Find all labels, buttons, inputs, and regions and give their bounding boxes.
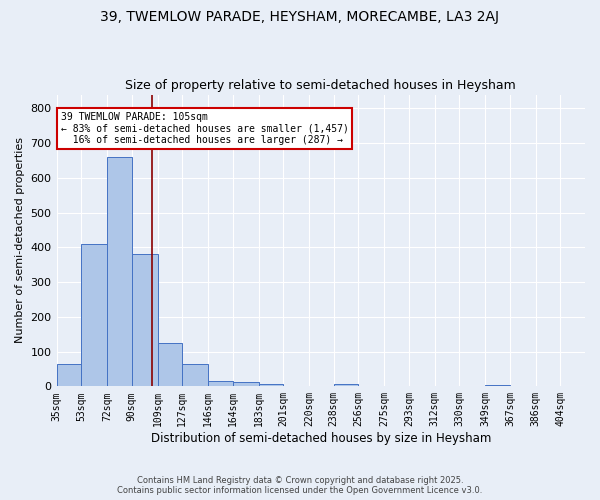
Bar [56, 364, 81, 386]
Text: 39 TWEMLOW PARADE: 105sqm
← 83% of semi-detached houses are smaller (1,457)
  16: 39 TWEMLOW PARADE: 105sqm ← 83% of semi-… [61, 112, 349, 145]
Bar [81, 244, 107, 386]
Bar [131, 254, 158, 386]
Bar [233, 382, 259, 386]
Bar [334, 384, 358, 386]
Title: Size of property relative to semi-detached houses in Heysham: Size of property relative to semi-detach… [125, 79, 516, 92]
Bar [182, 364, 208, 386]
X-axis label: Distribution of semi-detached houses by size in Heysham: Distribution of semi-detached houses by … [151, 432, 491, 445]
Bar [107, 157, 131, 386]
Bar [208, 381, 233, 386]
Bar [485, 384, 510, 386]
Bar [158, 343, 182, 386]
Text: Contains HM Land Registry data © Crown copyright and database right 2025.
Contai: Contains HM Land Registry data © Crown c… [118, 476, 482, 495]
Bar [259, 384, 283, 386]
Y-axis label: Number of semi-detached properties: Number of semi-detached properties [15, 138, 25, 344]
Text: 39, TWEMLOW PARADE, HEYSHAM, MORECAMBE, LA3 2AJ: 39, TWEMLOW PARADE, HEYSHAM, MORECAMBE, … [101, 10, 499, 24]
